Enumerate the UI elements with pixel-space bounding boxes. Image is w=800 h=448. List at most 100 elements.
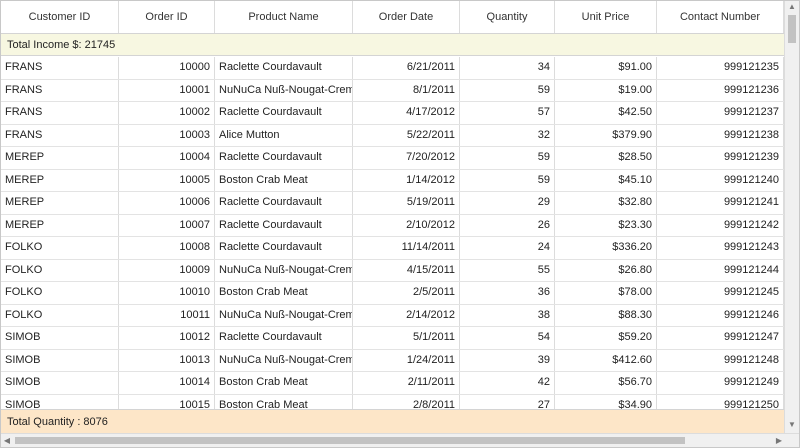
column-header-order[interactable]: Order ID xyxy=(119,1,215,33)
cell-order[interactable]: 10015 xyxy=(119,394,215,409)
horizontal-scrollbar[interactable]: ◀ ▶ xyxy=(1,433,799,447)
cell-contact[interactable]: 999121237 xyxy=(657,102,784,124)
cell-date[interactable]: 8/1/2011 xyxy=(353,79,460,101)
cell-price[interactable]: $78.00 xyxy=(555,282,657,304)
cell-product[interactable]: NuNuCa Nuß-Nougat-Creme xyxy=(215,349,353,371)
column-header-price[interactable]: Unit Price xyxy=(555,1,657,33)
cell-qty[interactable]: 42 xyxy=(460,372,555,394)
cell-order[interactable]: 10003 xyxy=(119,124,215,146)
cell-price[interactable]: $34.90 xyxy=(555,394,657,409)
chevron-up-icon[interactable]: ▲ xyxy=(788,2,796,11)
cell-price[interactable]: $42.50 xyxy=(555,102,657,124)
cell-date[interactable]: 2/10/2012 xyxy=(353,214,460,236)
cell-price[interactable]: $28.50 xyxy=(555,147,657,169)
cell-qty[interactable]: 39 xyxy=(460,349,555,371)
column-header-product[interactable]: Product Name xyxy=(215,1,353,33)
cell-customer[interactable]: FRANS xyxy=(1,102,119,124)
cell-date[interactable]: 2/8/2011 xyxy=(353,394,460,409)
cell-date[interactable]: 11/14/2011 xyxy=(353,237,460,259)
cell-price[interactable]: $56.70 xyxy=(555,372,657,394)
cell-price[interactable]: $23.30 xyxy=(555,214,657,236)
cell-order[interactable]: 10010 xyxy=(119,282,215,304)
cell-order[interactable]: 10008 xyxy=(119,237,215,259)
table-row[interactable]: FRANS 10001 NuNuCa Nuß-Nougat-Creme 8/1/201… xyxy=(1,79,784,102)
column-header-contact[interactable]: Contact Number xyxy=(657,1,784,33)
table-row[interactable]: MEREP 10005 Boston Crab Meat 1/14/2012 59 $45… xyxy=(1,169,784,192)
table-row[interactable]: MEREP 10006 Raclette Courdavault 5/19/2011 2… xyxy=(1,192,784,215)
cell-contact[interactable]: 999121241 xyxy=(657,192,784,214)
cell-product[interactable]: Raclette Courdavault xyxy=(215,192,353,214)
table-row[interactable]: SIMOB 10015 Boston Crab Meat 2/8/2011 27 $34.… xyxy=(1,394,784,409)
cell-product[interactable]: NuNuCa Nuß-Nougat-Creme xyxy=(215,79,353,101)
column-header-qty[interactable]: Quantity xyxy=(460,1,555,33)
cell-qty[interactable]: 32 xyxy=(460,124,555,146)
cell-order[interactable]: 10001 xyxy=(119,79,215,101)
vertical-scrollbar[interactable]: ▲ ▼ xyxy=(784,1,799,433)
cell-price[interactable]: $59.20 xyxy=(555,327,657,349)
cell-contact[interactable]: 999121236 xyxy=(657,79,784,101)
cell-date[interactable]: 1/24/2011 xyxy=(353,349,460,371)
cell-contact[interactable]: 999121250 xyxy=(657,394,784,409)
cell-qty[interactable]: 36 xyxy=(460,282,555,304)
cell-date[interactable]: 2/11/2011 xyxy=(353,372,460,394)
column-header-date[interactable]: Order Date xyxy=(353,1,460,33)
cell-order[interactable]: 10013 xyxy=(119,349,215,371)
table-row[interactable]: FOLKO 10010 Boston Crab Meat 2/5/2011 36 $78.… xyxy=(1,282,784,305)
cell-order[interactable]: 10009 xyxy=(119,259,215,281)
cell-product[interactable]: Raclette Courdavault xyxy=(215,214,353,236)
cell-qty[interactable]: 27 xyxy=(460,394,555,409)
cell-contact[interactable]: 999121246 xyxy=(657,304,784,326)
cell-customer[interactable]: FRANS xyxy=(1,124,119,146)
cell-order[interactable]: 10000 xyxy=(119,57,215,79)
cell-price[interactable]: $45.10 xyxy=(555,169,657,191)
cell-customer[interactable]: MEREP xyxy=(1,147,119,169)
table-row[interactable]: FOLKO 10011 NuNuCa Nuß-Nougat-Creme 2/14/20… xyxy=(1,304,784,327)
cell-qty[interactable]: 55 xyxy=(460,259,555,281)
cell-customer[interactable]: FOLKO xyxy=(1,282,119,304)
grid-body[interactable]: FRANS 10000 Raclette Courdavault 6/21/2011 3… xyxy=(1,57,784,409)
cell-customer[interactable]: FOLKO xyxy=(1,304,119,326)
cell-qty[interactable]: 38 xyxy=(460,304,555,326)
cell-order[interactable]: 10005 xyxy=(119,169,215,191)
cell-contact[interactable]: 999121245 xyxy=(657,282,784,304)
cell-customer[interactable]: SIMOB xyxy=(1,349,119,371)
table-row[interactable]: SIMOB 10012 Raclette Courdavault 5/1/2011 54… xyxy=(1,327,784,350)
cell-order[interactable]: 10007 xyxy=(119,214,215,236)
horizontal-scroll-thumb[interactable] xyxy=(15,437,685,444)
table-row[interactable]: FRANS 10000 Raclette Courdavault 6/21/2011 3… xyxy=(1,57,784,80)
cell-price[interactable]: $91.00 xyxy=(555,57,657,79)
cell-product[interactable]: Raclette Courdavault xyxy=(215,102,353,124)
cell-contact[interactable]: 999121248 xyxy=(657,349,784,371)
cell-date[interactable]: 5/19/2011 xyxy=(353,192,460,214)
cell-product[interactable]: NuNuCa Nuß-Nougat-Creme xyxy=(215,259,353,281)
cell-date[interactable]: 5/22/2011 xyxy=(353,124,460,146)
table-row[interactable]: SIMOB 10013 NuNuCa Nuß-Nougat-Creme 1/24/20… xyxy=(1,349,784,372)
cell-order[interactable]: 10012 xyxy=(119,327,215,349)
cell-qty[interactable]: 26 xyxy=(460,214,555,236)
cell-contact[interactable]: 999121242 xyxy=(657,214,784,236)
cell-price[interactable]: $19.00 xyxy=(555,79,657,101)
cell-date[interactable]: 2/14/2012 xyxy=(353,304,460,326)
cell-customer[interactable]: MEREP xyxy=(1,192,119,214)
cell-order[interactable]: 10004 xyxy=(119,147,215,169)
cell-qty[interactable]: 57 xyxy=(460,102,555,124)
chevron-down-icon[interactable]: ▼ xyxy=(788,420,796,429)
cell-order[interactable]: 10014 xyxy=(119,372,215,394)
cell-date[interactable]: 6/21/2011 xyxy=(353,57,460,79)
cell-order[interactable]: 10006 xyxy=(119,192,215,214)
cell-qty[interactable]: 54 xyxy=(460,327,555,349)
cell-price[interactable]: $336.20 xyxy=(555,237,657,259)
cell-price[interactable]: $26.80 xyxy=(555,259,657,281)
cell-product[interactable]: Boston Crab Meat xyxy=(215,394,353,409)
cell-contact[interactable]: 999121235 xyxy=(657,57,784,79)
cell-price[interactable]: $88.30 xyxy=(555,304,657,326)
cell-product[interactable]: Raclette Courdavault xyxy=(215,327,353,349)
cell-date[interactable]: 4/17/2012 xyxy=(353,102,460,124)
cell-qty[interactable]: 59 xyxy=(460,169,555,191)
cell-product[interactable]: Raclette Courdavault xyxy=(215,57,353,79)
cell-product[interactable]: NuNuCa Nuß-Nougat-Creme xyxy=(215,304,353,326)
cell-product[interactable]: Boston Crab Meat xyxy=(215,372,353,394)
table-row[interactable]: FOLKO 10009 NuNuCa Nuß-Nougat-Creme 4/15/20… xyxy=(1,259,784,282)
table-row[interactable]: FRANS 10002 Raclette Courdavault 4/17/2012 5… xyxy=(1,102,784,125)
cell-date[interactable]: 2/5/2011 xyxy=(353,282,460,304)
